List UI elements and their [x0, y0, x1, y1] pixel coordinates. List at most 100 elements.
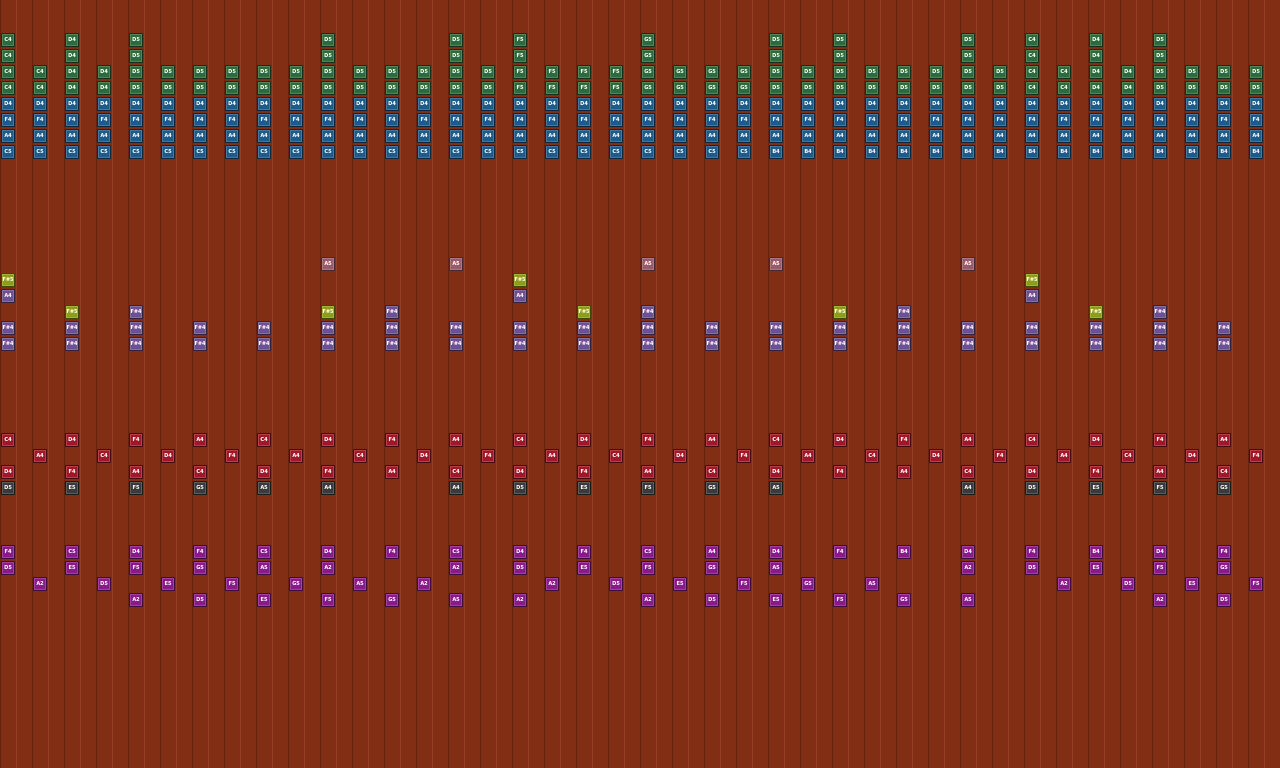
note-d4[interactable]: D4 — [641, 97, 655, 111]
note-d5[interactable]: D5 — [929, 65, 943, 79]
note-d4[interactable]: D4 — [865, 97, 879, 111]
note-a5[interactable]: A5 — [769, 257, 783, 271]
note-a4[interactable]: A4 — [801, 449, 815, 463]
note-fs4[interactable]: F#4 — [705, 337, 719, 351]
note-c4[interactable]: C4 — [1, 433, 15, 447]
note-f4[interactable]: F4 — [545, 113, 559, 127]
note-d4[interactable]: D4 — [961, 545, 975, 559]
note-d5[interactable]: D5 — [129, 65, 143, 79]
note-d5[interactable]: D5 — [1153, 49, 1167, 63]
note-f4[interactable]: F4 — [1249, 113, 1263, 127]
note-c4[interactable]: C4 — [1057, 81, 1071, 95]
note-d5[interactable]: D5 — [1217, 593, 1231, 607]
note-a5[interactable]: A5 — [769, 481, 783, 495]
note-a4[interactable]: A4 — [1249, 129, 1263, 143]
note-fs4[interactable]: F#4 — [1153, 337, 1167, 351]
note-fs4[interactable]: F#4 — [961, 337, 975, 351]
note-fs4[interactable]: F#4 — [897, 321, 911, 335]
note-b4[interactable]: B4 — [897, 545, 911, 559]
note-fs4[interactable]: F#4 — [1217, 321, 1231, 335]
note-a4[interactable]: A4 — [1057, 449, 1071, 463]
note-d5[interactable]: D5 — [129, 33, 143, 47]
note-a2[interactable]: A2 — [1057, 577, 1071, 591]
note-fs4[interactable]: F#4 — [961, 321, 975, 335]
note-c4[interactable]: C4 — [1025, 433, 1039, 447]
note-d5[interactable]: D5 — [321, 33, 335, 47]
note-c5[interactable]: C5 — [1, 145, 15, 159]
note-fs4[interactable]: F#4 — [385, 321, 399, 335]
note-b4[interactable]: B4 — [961, 145, 975, 159]
note-f4[interactable]: F4 — [929, 113, 943, 127]
note-a4[interactable]: A4 — [929, 129, 943, 143]
note-e5[interactable]: E5 — [673, 577, 687, 591]
note-a4[interactable]: A4 — [481, 129, 495, 143]
note-f4[interactable]: F4 — [1153, 433, 1167, 447]
note-d5[interactable]: D5 — [129, 49, 143, 63]
note-c4[interactable]: C4 — [1025, 81, 1039, 95]
note-f4[interactable]: F4 — [449, 113, 463, 127]
note-d5[interactable]: D5 — [449, 33, 463, 47]
note-c4[interactable]: C4 — [1, 65, 15, 79]
note-a2[interactable]: A2 — [513, 593, 527, 607]
note-d4[interactable]: D4 — [673, 97, 687, 111]
note-d4[interactable]: D4 — [385, 97, 399, 111]
note-g5[interactable]: G5 — [801, 577, 815, 591]
note-b4[interactable]: B4 — [993, 145, 1007, 159]
note-fs4[interactable]: F#4 — [257, 337, 271, 351]
note-f4[interactable]: F4 — [1217, 545, 1231, 559]
note-c5[interactable]: C5 — [225, 145, 239, 159]
note-c4[interactable]: C4 — [1, 49, 15, 63]
note-d4[interactable]: D4 — [1089, 97, 1103, 111]
note-a2[interactable]: A2 — [33, 577, 47, 591]
note-d5[interactable]: D5 — [1025, 561, 1039, 575]
note-f5[interactable]: F5 — [321, 593, 335, 607]
note-a5[interactable]: A5 — [769, 561, 783, 575]
note-c5[interactable]: C5 — [65, 545, 79, 559]
note-d5[interactable]: D5 — [769, 49, 783, 63]
note-d4[interactable]: D4 — [577, 97, 591, 111]
note-d5[interactable]: D5 — [961, 65, 975, 79]
note-a4[interactable]: A4 — [449, 481, 463, 495]
note-a4[interactable]: A4 — [385, 465, 399, 479]
note-a4[interactable]: A4 — [289, 449, 303, 463]
note-fs4[interactable]: F#4 — [705, 321, 719, 335]
note-f4[interactable]: F4 — [65, 113, 79, 127]
note-fs4[interactable]: F#4 — [1089, 337, 1103, 351]
note-d5[interactable]: D5 — [993, 81, 1007, 95]
note-a4[interactable]: A4 — [321, 129, 335, 143]
note-g5[interactable]: G5 — [897, 593, 911, 607]
note-c5[interactable]: C5 — [193, 145, 207, 159]
note-d4[interactable]: D4 — [577, 433, 591, 447]
note-f4[interactable]: F4 — [961, 113, 975, 127]
note-fs4[interactable]: F#4 — [1153, 305, 1167, 319]
note-d5[interactable]: D5 — [1217, 65, 1231, 79]
note-f5[interactable]: F5 — [1249, 577, 1263, 591]
note-fs5[interactable]: F#5 — [1089, 305, 1103, 319]
note-f4[interactable]: F4 — [1121, 113, 1135, 127]
note-e5[interactable]: E5 — [65, 481, 79, 495]
note-a4[interactable]: A4 — [705, 129, 719, 143]
note-d4[interactable]: D4 — [1089, 49, 1103, 63]
note-e5[interactable]: E5 — [577, 561, 591, 575]
note-e5[interactable]: E5 — [769, 593, 783, 607]
note-a5[interactable]: A5 — [257, 481, 271, 495]
note-c5[interactable]: C5 — [577, 145, 591, 159]
note-a4[interactable]: A4 — [641, 465, 655, 479]
note-f4[interactable]: F4 — [801, 113, 815, 127]
note-e5[interactable]: E5 — [1089, 561, 1103, 575]
note-f5[interactable]: F5 — [641, 561, 655, 575]
note-d5[interactable]: D5 — [769, 65, 783, 79]
note-d4[interactable]: D4 — [1185, 449, 1199, 463]
note-g5[interactable]: G5 — [641, 81, 655, 95]
note-d5[interactable]: D5 — [833, 49, 847, 63]
note-d4[interactable]: D4 — [513, 97, 527, 111]
note-c5[interactable]: C5 — [417, 145, 431, 159]
note-a4[interactable]: A4 — [417, 129, 431, 143]
note-c4[interactable]: C4 — [1, 81, 15, 95]
note-b4[interactable]: B4 — [1217, 145, 1231, 159]
note-f5[interactable]: F5 — [513, 33, 527, 47]
note-fs4[interactable]: F#4 — [65, 321, 79, 335]
note-c5[interactable]: C5 — [481, 145, 495, 159]
note-g5[interactable]: G5 — [1217, 481, 1231, 495]
note-g5[interactable]: G5 — [705, 561, 719, 575]
